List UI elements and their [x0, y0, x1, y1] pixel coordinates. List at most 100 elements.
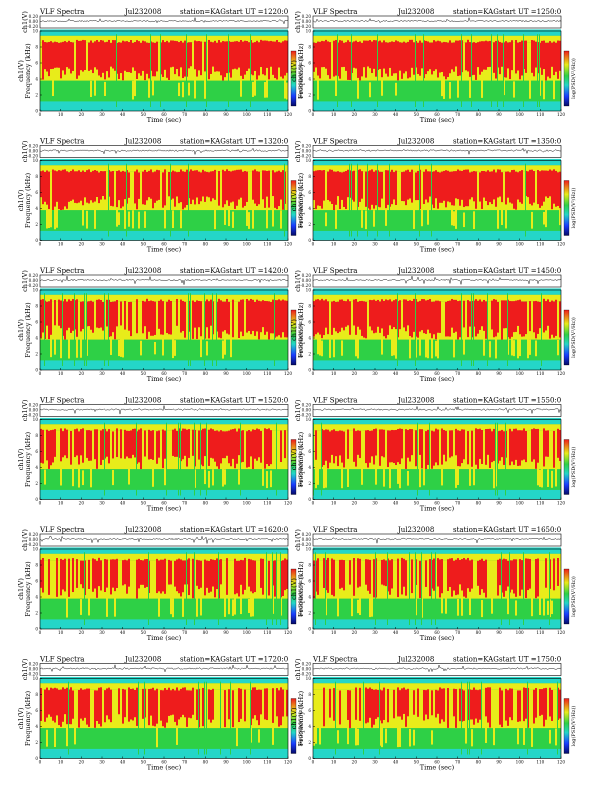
spectrogram-panel: VLF Spectra Jul232008 station=KAG start UT …: [17, 397, 304, 513]
freq-tick-label: 0: [35, 109, 38, 114]
time-tick-label: 100: [516, 760, 524, 765]
ch-tick-label: 0.00: [302, 537, 312, 542]
time-tick-label: 120: [284, 371, 292, 376]
time-tick-label: 120: [557, 630, 565, 635]
colorbar-label: log(PSD(V²/Hz)): [570, 188, 577, 229]
freq-tick-label: 8: [308, 563, 311, 568]
time-tick-label: 100: [516, 371, 524, 376]
ch-axis-label: ch1(V): [294, 658, 302, 680]
freq-tick-label: 2: [35, 352, 38, 357]
freq-axis-label: ch1(V): [17, 60, 25, 82]
time-tick-label: 20: [352, 760, 358, 765]
time-tick-label: 80: [476, 630, 482, 635]
time-tick-label: 70: [182, 501, 188, 506]
panel-station: station=KAG: [453, 526, 499, 534]
panel-station: station=KAG: [453, 138, 499, 146]
panel-title: VLF Spectra: [312, 138, 357, 146]
time-tick-label: 50: [141, 371, 147, 376]
time-tick-label: 110: [263, 242, 271, 247]
freq-axis-label: Frequency (kHz): [24, 690, 32, 746]
waveform-frame: [312, 533, 562, 547]
time-axis-label: Time (sec): [147, 634, 182, 642]
panel-start-ut: start UT =1550:0: [499, 397, 561, 405]
time-tick-label: 10: [58, 630, 64, 635]
time-tick-label: 20: [79, 630, 85, 635]
freq-tick-label: 2: [308, 222, 311, 227]
waveform-frame: [39, 274, 289, 288]
time-tick-label: 120: [557, 371, 565, 376]
panel-date: Jul232008: [397, 397, 434, 405]
time-tick-label: 30: [99, 242, 105, 247]
freq-tick-label: 4: [308, 724, 311, 729]
ch-tick-label: 0.20: [29, 532, 39, 537]
time-tick-label: 20: [79, 760, 85, 765]
panel-start-ut: start UT =1520:0: [226, 397, 288, 405]
colorbar: [290, 50, 297, 107]
freq-tick-label: 4: [308, 206, 311, 211]
freq-tick-label: 0: [308, 109, 311, 114]
time-axis-label: Time (sec): [147, 505, 182, 513]
freq-tick-label: 10: [33, 676, 39, 681]
time-tick-label: 30: [372, 112, 378, 117]
colorbar: [563, 50, 570, 107]
freq-tick-label: 2: [35, 740, 38, 745]
time-tick-label: 40: [393, 630, 399, 635]
freq-tick-label: 6: [35, 708, 38, 713]
ch-axis-label: ch1(V): [294, 140, 302, 162]
time-axis-label: Time (sec): [420, 505, 455, 513]
panel-date: Jul232008: [397, 526, 434, 534]
panel-title: VLF Spectra: [312, 267, 357, 275]
freq-axis-label: Frequency (kHz): [297, 43, 305, 99]
ch-tick-label: 0.20: [302, 144, 312, 149]
freq-axis-label: Frequency (kHz): [297, 302, 305, 358]
time-tick-label: 70: [182, 112, 188, 117]
freq-tick-label: 2: [35, 93, 38, 98]
time-tick-label: 30: [99, 501, 105, 506]
freq-tick-label: 0: [308, 238, 311, 243]
spectrogram-panel: VLF Spectra Jul232008 station=KAG start UT …: [17, 656, 304, 772]
spectrogram-heatmap: [313, 158, 561, 241]
time-tick-label: 40: [120, 501, 126, 506]
ch-axis-label: ch1(V): [21, 140, 29, 162]
colorbar: [563, 439, 570, 495]
waveform-trace: [312, 275, 561, 285]
time-tick-label: 80: [203, 371, 209, 376]
freq-tick-label: 8: [308, 45, 311, 50]
time-tick-label: 40: [120, 630, 126, 635]
ch-tick-label: 0.20: [302, 532, 312, 537]
freq-tick-label: 8: [308, 433, 311, 438]
time-tick-label: 120: [284, 501, 292, 506]
time-tick-label: 120: [557, 501, 565, 506]
time-tick-label: 0: [39, 242, 42, 247]
time-axis-label: Time (sec): [147, 246, 182, 254]
panel-date: Jul232008: [124, 656, 161, 664]
freq-tick-label: 8: [35, 304, 38, 309]
time-tick-label: 80: [476, 242, 482, 247]
time-tick-label: 120: [284, 242, 292, 247]
freq-tick-label: 6: [308, 61, 311, 66]
time-tick-label: 110: [263, 760, 271, 765]
ch-tick-label: 0.00: [302, 408, 312, 413]
time-tick-label: 10: [331, 760, 337, 765]
freq-tick-label: 8: [308, 174, 311, 179]
time-tick-label: 110: [263, 371, 271, 376]
time-tick-label: 50: [141, 760, 147, 765]
ch-tick-label: -0.20: [300, 413, 311, 418]
freq-axis-label: Frequency (kHz): [24, 302, 32, 358]
time-tick-label: 100: [516, 112, 524, 117]
panel-title: VLF Spectra: [39, 138, 84, 146]
freq-tick-label: 8: [35, 692, 38, 697]
freq-axis-label: Frequency (kHz): [24, 431, 32, 487]
ch-axis-label: ch1(V): [294, 529, 302, 551]
freq-tick-label: 0: [308, 497, 311, 502]
ch-axis-label: ch1(V): [294, 11, 302, 33]
panel-station: station=KAG: [180, 267, 226, 275]
freq-tick-label: 10: [33, 158, 39, 163]
freq-tick-label: 4: [308, 465, 311, 470]
freq-axis-label: ch1(V): [290, 707, 298, 729]
colorbar: [563, 180, 570, 236]
panel-station: station=KAG: [453, 267, 499, 275]
time-tick-label: 120: [557, 112, 565, 117]
panel-start-ut: start UT =1620:0: [226, 526, 288, 534]
time-tick-label: 70: [455, 760, 461, 765]
